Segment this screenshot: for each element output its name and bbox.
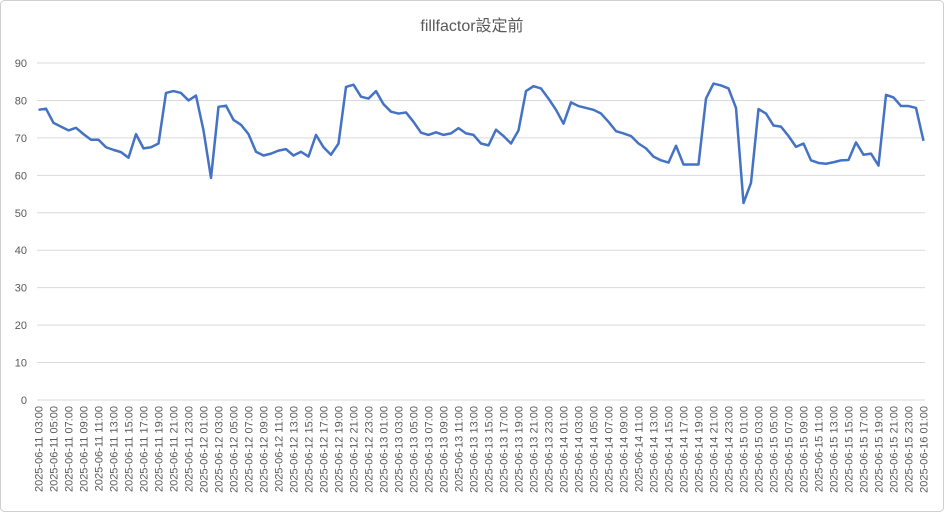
x-tick-label: 2025-06-15 01:00 xyxy=(739,406,751,493)
x-tick-label: 2025-06-14 01:00 xyxy=(559,406,571,493)
x-tick-label: 2025-06-15 17:00 xyxy=(859,406,871,493)
x-tick-label: 2025-06-15 15:00 xyxy=(844,406,856,493)
x-tick-label: 2025-06-12 09:00 xyxy=(259,406,271,493)
x-tick-label: 2025-06-11 13:00 xyxy=(109,406,121,492)
x-tick-label: 2025-06-14 07:00 xyxy=(604,406,616,493)
x-tick-label: 2025-06-14 05:00 xyxy=(589,406,601,493)
x-tick-label: 2025-06-13 09:00 xyxy=(439,406,451,493)
y-tick-label: 80 xyxy=(15,95,27,107)
x-tick-label: 2025-06-14 15:00 xyxy=(664,406,676,493)
y-tick-label: 60 xyxy=(15,170,27,182)
x-tick-label: 2025-06-12 19:00 xyxy=(334,406,346,493)
y-tick-label: 40 xyxy=(15,245,27,257)
x-tick-label: 2025-06-12 07:00 xyxy=(244,406,256,493)
x-tick-label: 2025-06-14 21:00 xyxy=(709,406,721,493)
x-tick-label: 2025-06-12 17:00 xyxy=(319,406,331,493)
x-tick-label: 2025-06-12 05:00 xyxy=(229,406,241,493)
x-tick-label: 2025-06-12 03:00 xyxy=(214,406,226,493)
x-tick-label: 2025-06-15 11:00 xyxy=(814,406,826,492)
x-tick-label: 2025-06-12 15:00 xyxy=(304,406,316,493)
x-tick-label: 2025-06-14 11:00 xyxy=(634,406,646,492)
x-tick-label: 2025-06-15 05:00 xyxy=(769,406,781,493)
x-tick-label: 2025-06-13 21:00 xyxy=(529,406,541,493)
x-tick-label: 2025-06-15 03:00 xyxy=(754,406,766,493)
x-tick-label: 2025-06-13 13:00 xyxy=(469,406,481,493)
x-tick-label: 2025-06-13 17:00 xyxy=(499,406,511,493)
x-tick-label: 2025-06-11 19:00 xyxy=(154,406,166,492)
x-tick-label: 2025-06-11 17:00 xyxy=(139,406,151,492)
x-tick-label: 2025-06-11 05:00 xyxy=(49,406,61,492)
x-tick-label: 2025-06-15 07:00 xyxy=(784,406,796,493)
x-tick-label: 2025-06-13 23:00 xyxy=(544,406,556,493)
y-tick-label: 0 xyxy=(21,395,27,407)
x-tick-label: 2025-06-14 13:00 xyxy=(649,406,661,493)
chart-title: fillfactor設定前 xyxy=(420,17,523,35)
x-tick-label: 2025-06-13 05:00 xyxy=(409,406,421,493)
x-tick-label: 2025-06-12 21:00 xyxy=(349,406,361,493)
x-tick-label: 2025-06-14 17:00 xyxy=(679,406,691,493)
data-line xyxy=(38,82,925,205)
x-tick-label: 2025-06-13 19:00 xyxy=(514,406,526,493)
y-tick-label: 10 xyxy=(15,358,27,370)
x-tick-label: 2025-06-11 23:00 xyxy=(184,406,196,492)
y-tick-label: 20 xyxy=(15,320,27,332)
x-tick-label: 2025-06-11 03:00 xyxy=(34,406,46,492)
x-tick-label: 2025-06-14 19:00 xyxy=(694,406,706,493)
x-tick-label: 2025-06-11 09:00 xyxy=(79,406,91,492)
x-tick-label: 2025-06-14 03:00 xyxy=(574,406,586,493)
x-tick-label: 2025-06-13 03:00 xyxy=(394,406,406,493)
x-tick-label: 2025-06-14 23:00 xyxy=(724,406,736,493)
x-tick-label: 2025-06-13 11:00 xyxy=(454,406,466,492)
x-tick-label: 2025-06-11 15:00 xyxy=(124,406,136,492)
x-tick-label: 2025-06-12 13:00 xyxy=(289,406,301,493)
x-tick-label: 2025-06-13 15:00 xyxy=(484,406,496,493)
x-tick-label: 2025-06-11 21:00 xyxy=(169,406,181,492)
x-tick-label: 2025-06-14 09:00 xyxy=(619,406,631,493)
x-tick-label: 2025-06-11 07:00 xyxy=(64,406,76,492)
x-tick-label: 2025-06-15 19:00 xyxy=(874,406,886,493)
y-tick-label: 50 xyxy=(15,208,27,220)
x-tick-label: 2025-06-11 11:00 xyxy=(94,406,106,491)
x-tick-label: 2025-06-15 21:00 xyxy=(889,406,901,493)
x-tick-label: 2025-06-13 01:00 xyxy=(379,406,391,493)
y-tick-label: 90 xyxy=(15,58,27,70)
y-tick-label: 30 xyxy=(15,283,27,295)
x-tick-label: 2025-06-15 23:00 xyxy=(904,406,916,493)
x-tick-label: 2025-06-15 13:00 xyxy=(829,406,841,493)
x-tick-label: 2025-06-16 01:00 xyxy=(919,406,931,493)
x-tick-label: 2025-06-15 09:00 xyxy=(799,406,811,493)
x-tick-label: 2025-06-13 07:00 xyxy=(424,406,436,493)
x-tick-label: 2025-06-12 01:00 xyxy=(199,406,211,493)
x-tick-label: 2025-06-12 23:00 xyxy=(364,406,376,493)
x-tick-label: 2025-06-12 11:00 xyxy=(274,406,286,492)
y-tick-label: 70 xyxy=(15,133,27,145)
